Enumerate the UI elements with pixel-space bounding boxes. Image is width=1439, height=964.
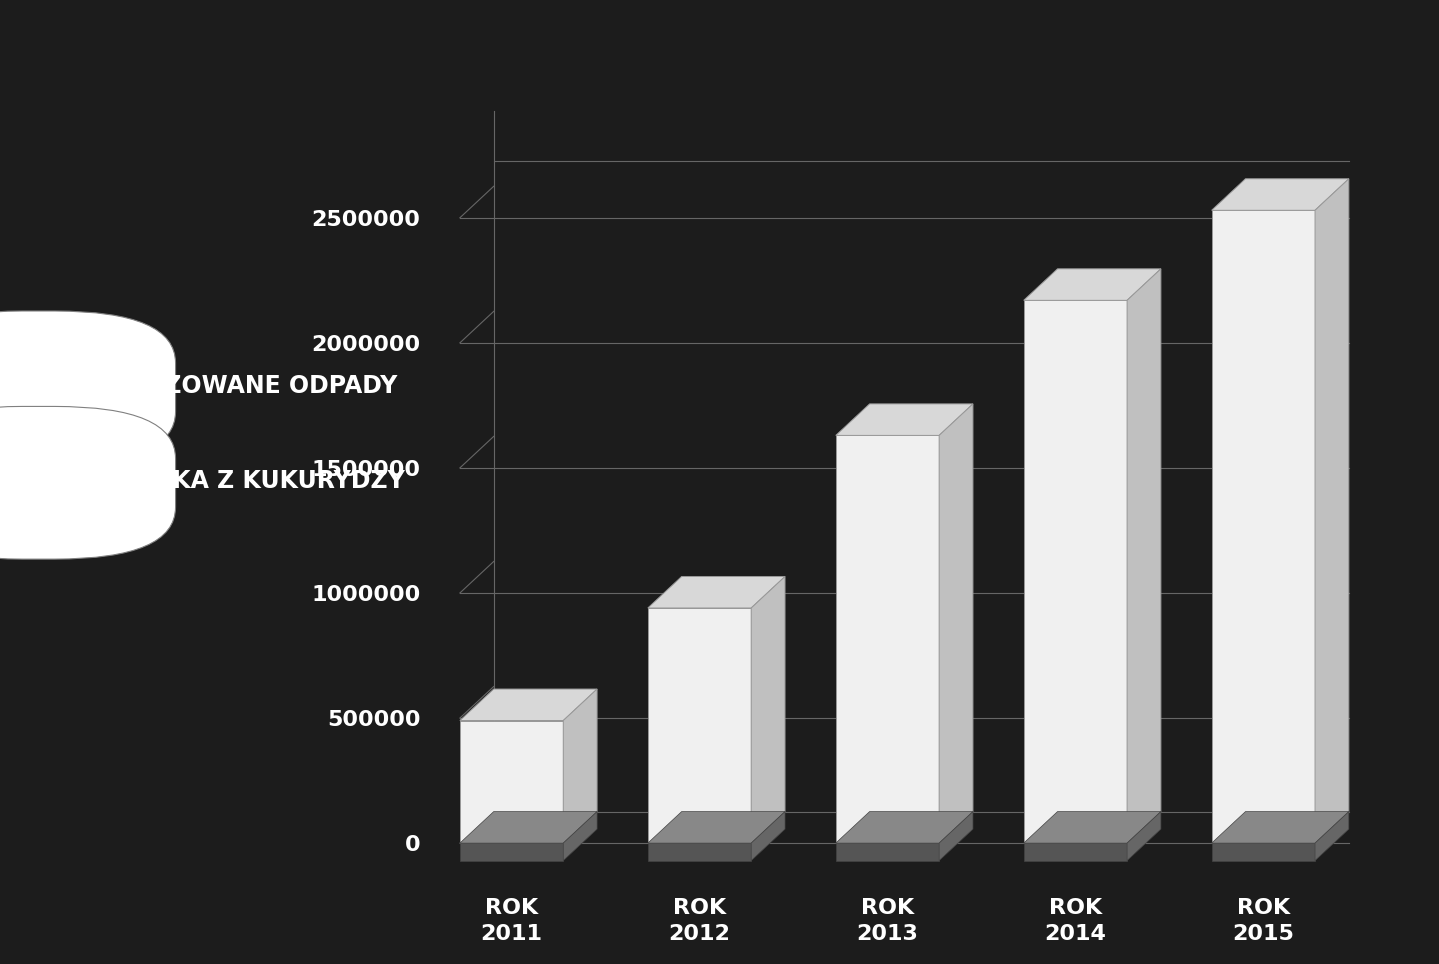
Polygon shape: [940, 404, 973, 844]
Polygon shape: [563, 812, 597, 861]
Polygon shape: [1023, 269, 1161, 301]
FancyBboxPatch shape: [0, 407, 176, 559]
Polygon shape: [836, 812, 973, 844]
Text: KISZONKA Z KUKURYDZY: KISZONKA Z KUKURYDZY: [71, 469, 404, 493]
Polygon shape: [751, 576, 786, 844]
Polygon shape: [836, 844, 940, 861]
Polygon shape: [1212, 178, 1348, 210]
Polygon shape: [1315, 178, 1348, 844]
Polygon shape: [563, 689, 597, 844]
Polygon shape: [648, 608, 751, 844]
Polygon shape: [1212, 812, 1348, 844]
Polygon shape: [940, 812, 973, 861]
Polygon shape: [1212, 210, 1315, 844]
Polygon shape: [1023, 812, 1161, 844]
Polygon shape: [460, 844, 563, 861]
Polygon shape: [836, 404, 973, 436]
Polygon shape: [1127, 269, 1161, 844]
Polygon shape: [460, 812, 597, 844]
Polygon shape: [648, 812, 786, 844]
Polygon shape: [460, 689, 597, 720]
Polygon shape: [1315, 812, 1348, 861]
Polygon shape: [1023, 301, 1127, 844]
Polygon shape: [460, 720, 563, 844]
Polygon shape: [751, 812, 786, 861]
Polygon shape: [836, 436, 940, 844]
Polygon shape: [1023, 844, 1127, 861]
Polygon shape: [1127, 812, 1161, 861]
Polygon shape: [1212, 844, 1315, 861]
Polygon shape: [648, 844, 751, 861]
Text: ZUTYLIZOWANE ODPADY: ZUTYLIZOWANE ODPADY: [71, 374, 397, 397]
FancyBboxPatch shape: [0, 311, 176, 464]
Polygon shape: [648, 576, 786, 608]
